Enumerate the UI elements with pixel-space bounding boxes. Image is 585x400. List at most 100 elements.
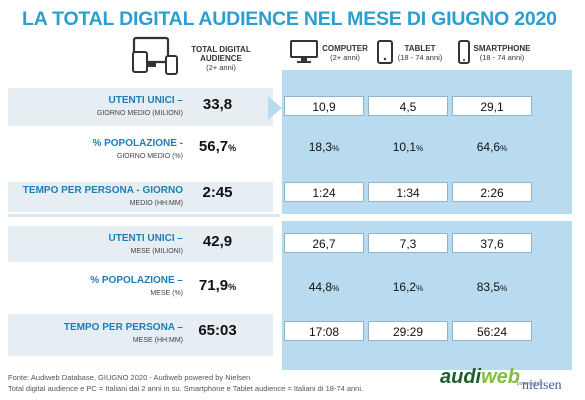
table-cell: 7,3 bbox=[368, 233, 448, 253]
tablet-icon bbox=[377, 40, 393, 64]
row-label-popolazione-giorno: % POPOLAZIONE - GIORNO MEDIO (%) bbox=[92, 138, 183, 163]
source-note: Fonte: Audiweb Database, GIUGNO 2020 - A… bbox=[8, 373, 251, 382]
row-label-utenti-mese: UTENTI UNICI – MESE (MILIONI) bbox=[109, 233, 183, 258]
cell-text: 1:24 bbox=[312, 186, 336, 200]
total-value: 56,7% bbox=[190, 138, 245, 155]
row-label-text: UTENTI UNICI – bbox=[108, 233, 183, 244]
row-label-tempo-mese: TEMPO PER PERSONA – MESE (HH:MM) bbox=[64, 322, 183, 347]
computer-column-sub: (2+ anni) bbox=[330, 53, 360, 62]
page-title: LA TOTAL DIGITAL AUDIENCE NEL MESE DI GI… bbox=[22, 8, 557, 30]
total-value: 42,9 bbox=[190, 233, 245, 250]
table-cell: 4,5 bbox=[368, 96, 448, 116]
row-label-sub: MESE (MILIONI) bbox=[130, 248, 183, 255]
total-value-text: 42,9 bbox=[202, 233, 233, 250]
multi-device-icon bbox=[132, 36, 178, 75]
row-label-sub: GIORNO MEDIO (MILIONI) bbox=[97, 110, 183, 117]
cell-text: 17:08 bbox=[308, 325, 340, 339]
table-cell: 1:24 bbox=[284, 182, 364, 202]
tablet-column-sub: (18 - 74 anni) bbox=[397, 53, 443, 62]
total-column-sub: (2+ anni) bbox=[206, 63, 236, 72]
table-cell: 10,1% bbox=[368, 137, 448, 157]
panel-pointer bbox=[268, 96, 282, 120]
cell-text: 18,3 bbox=[308, 140, 333, 154]
cell-text: 2:26 bbox=[480, 186, 504, 200]
tablet-column-label: TABLET bbox=[404, 44, 436, 53]
unit-suffix: % bbox=[332, 284, 340, 293]
table-cell: 44,8% bbox=[284, 277, 364, 297]
table-cell: 17:08 bbox=[284, 321, 364, 341]
table-cell: 29,1 bbox=[452, 96, 532, 116]
row-label-sub: GIORNO MEDIO (%) bbox=[116, 153, 183, 160]
cell-text: 10,1 bbox=[392, 140, 417, 154]
smartphone-column-header: SMARTPHONE (18 - 74 anni) bbox=[470, 44, 534, 62]
total-value-text: 56,7 bbox=[198, 138, 229, 155]
total-value: 71,9% bbox=[190, 277, 245, 294]
row-label-popolazione-mese: % POPOLAZIONE – MESE (%) bbox=[90, 275, 183, 300]
unit-suffix: % bbox=[332, 144, 340, 153]
unit-suffix: % bbox=[500, 284, 508, 293]
cell-text: 29:29 bbox=[392, 325, 424, 339]
cell-text: 26,7 bbox=[312, 237, 336, 251]
row-band-1 bbox=[8, 88, 273, 126]
cell-text: 44,8 bbox=[308, 280, 333, 294]
panel-divider bbox=[282, 214, 572, 221]
row-label-sub: MESE (%) bbox=[150, 290, 183, 297]
row-band-4 bbox=[8, 226, 273, 262]
table-cell: 26,7 bbox=[284, 233, 364, 253]
smartphone-icon bbox=[458, 40, 470, 64]
table-cell: 64,6% bbox=[452, 137, 532, 157]
smartphone-column-label: SMARTPHONE bbox=[473, 44, 531, 53]
audiweb-logo: audiweb bbox=[440, 366, 520, 389]
total-column-header: TOTAL DIGITAL AUDIENCE (2+ anni) bbox=[185, 45, 257, 72]
table-cell: 1:34 bbox=[368, 182, 448, 202]
row-label-sub: MEDIO (HH:MM) bbox=[129, 200, 183, 207]
tablet-column-header: TABLET (18 - 74 anni) bbox=[394, 44, 446, 62]
total-column-label: TOTAL DIGITAL AUDIENCE bbox=[191, 45, 251, 63]
row-label-text: TEMPO PER PERSONA – bbox=[63, 322, 183, 333]
row-band-3 bbox=[8, 182, 273, 212]
computer-column-header: COMPUTER (2+ anni) bbox=[320, 44, 370, 62]
cell-text: 7,3 bbox=[399, 237, 417, 251]
unit-suffix: % bbox=[228, 282, 237, 292]
nielsen-logo: nielsen bbox=[522, 378, 562, 393]
unit-suffix: % bbox=[228, 143, 237, 153]
smartphone-column-sub: (18 - 74 anni) bbox=[479, 53, 525, 62]
cell-text: 56:24 bbox=[476, 325, 508, 339]
total-value-text: 71,9 bbox=[198, 277, 229, 294]
total-value: 2:45 bbox=[190, 184, 245, 201]
table-cell: 56:24 bbox=[452, 321, 532, 341]
table-cell: 2:26 bbox=[452, 182, 532, 202]
total-value-text: 33,8 bbox=[202, 96, 233, 113]
logo-audi: audi bbox=[440, 366, 482, 388]
unit-suffix: % bbox=[500, 144, 508, 153]
table-cell: 83,5% bbox=[452, 277, 532, 297]
cell-text: 83,5 bbox=[476, 280, 501, 294]
table-cell: 16,2% bbox=[368, 277, 448, 297]
cell-text: 4,5 bbox=[399, 100, 417, 114]
total-value: 33,8 bbox=[190, 96, 245, 113]
unit-suffix: % bbox=[416, 144, 424, 153]
total-value-text: 65:03 bbox=[198, 322, 237, 339]
row-label-sub: MESE (HH:MM) bbox=[132, 337, 183, 344]
cell-text: 16,2 bbox=[392, 280, 417, 294]
cell-text: 64,6 bbox=[476, 140, 501, 154]
computer-icon bbox=[290, 40, 318, 63]
table-cell: 29:29 bbox=[368, 321, 448, 341]
logo-web: web bbox=[481, 366, 521, 388]
powered-by-text: powered by bbox=[517, 381, 543, 387]
cell-text: 37,6 bbox=[480, 237, 504, 251]
row-label-text: UTENTI UNICI – bbox=[108, 95, 183, 106]
cell-text: 1:34 bbox=[396, 186, 420, 200]
row-label-text: TEMPO PER PERSONA - GIORNO bbox=[22, 185, 183, 196]
cell-text: 10,9 bbox=[312, 100, 336, 114]
row-label-text: % POPOLAZIONE – bbox=[90, 275, 183, 286]
total-value: 65:03 bbox=[190, 322, 245, 339]
row-label-tempo-giorno: TEMPO PER PERSONA - GIORNO MEDIO (HH:MM) bbox=[23, 185, 183, 210]
table-cell: 10,9 bbox=[284, 96, 364, 116]
cell-text: 29,1 bbox=[480, 100, 504, 114]
unit-suffix: % bbox=[416, 284, 424, 293]
row-band-6 bbox=[8, 314, 273, 356]
row-label-text: % POPOLAZIONE - bbox=[92, 138, 183, 149]
row-label-utenti-giorno: UTENTI UNICI – GIORNO MEDIO (MILIONI) bbox=[97, 95, 183, 120]
section-divider bbox=[8, 214, 280, 217]
